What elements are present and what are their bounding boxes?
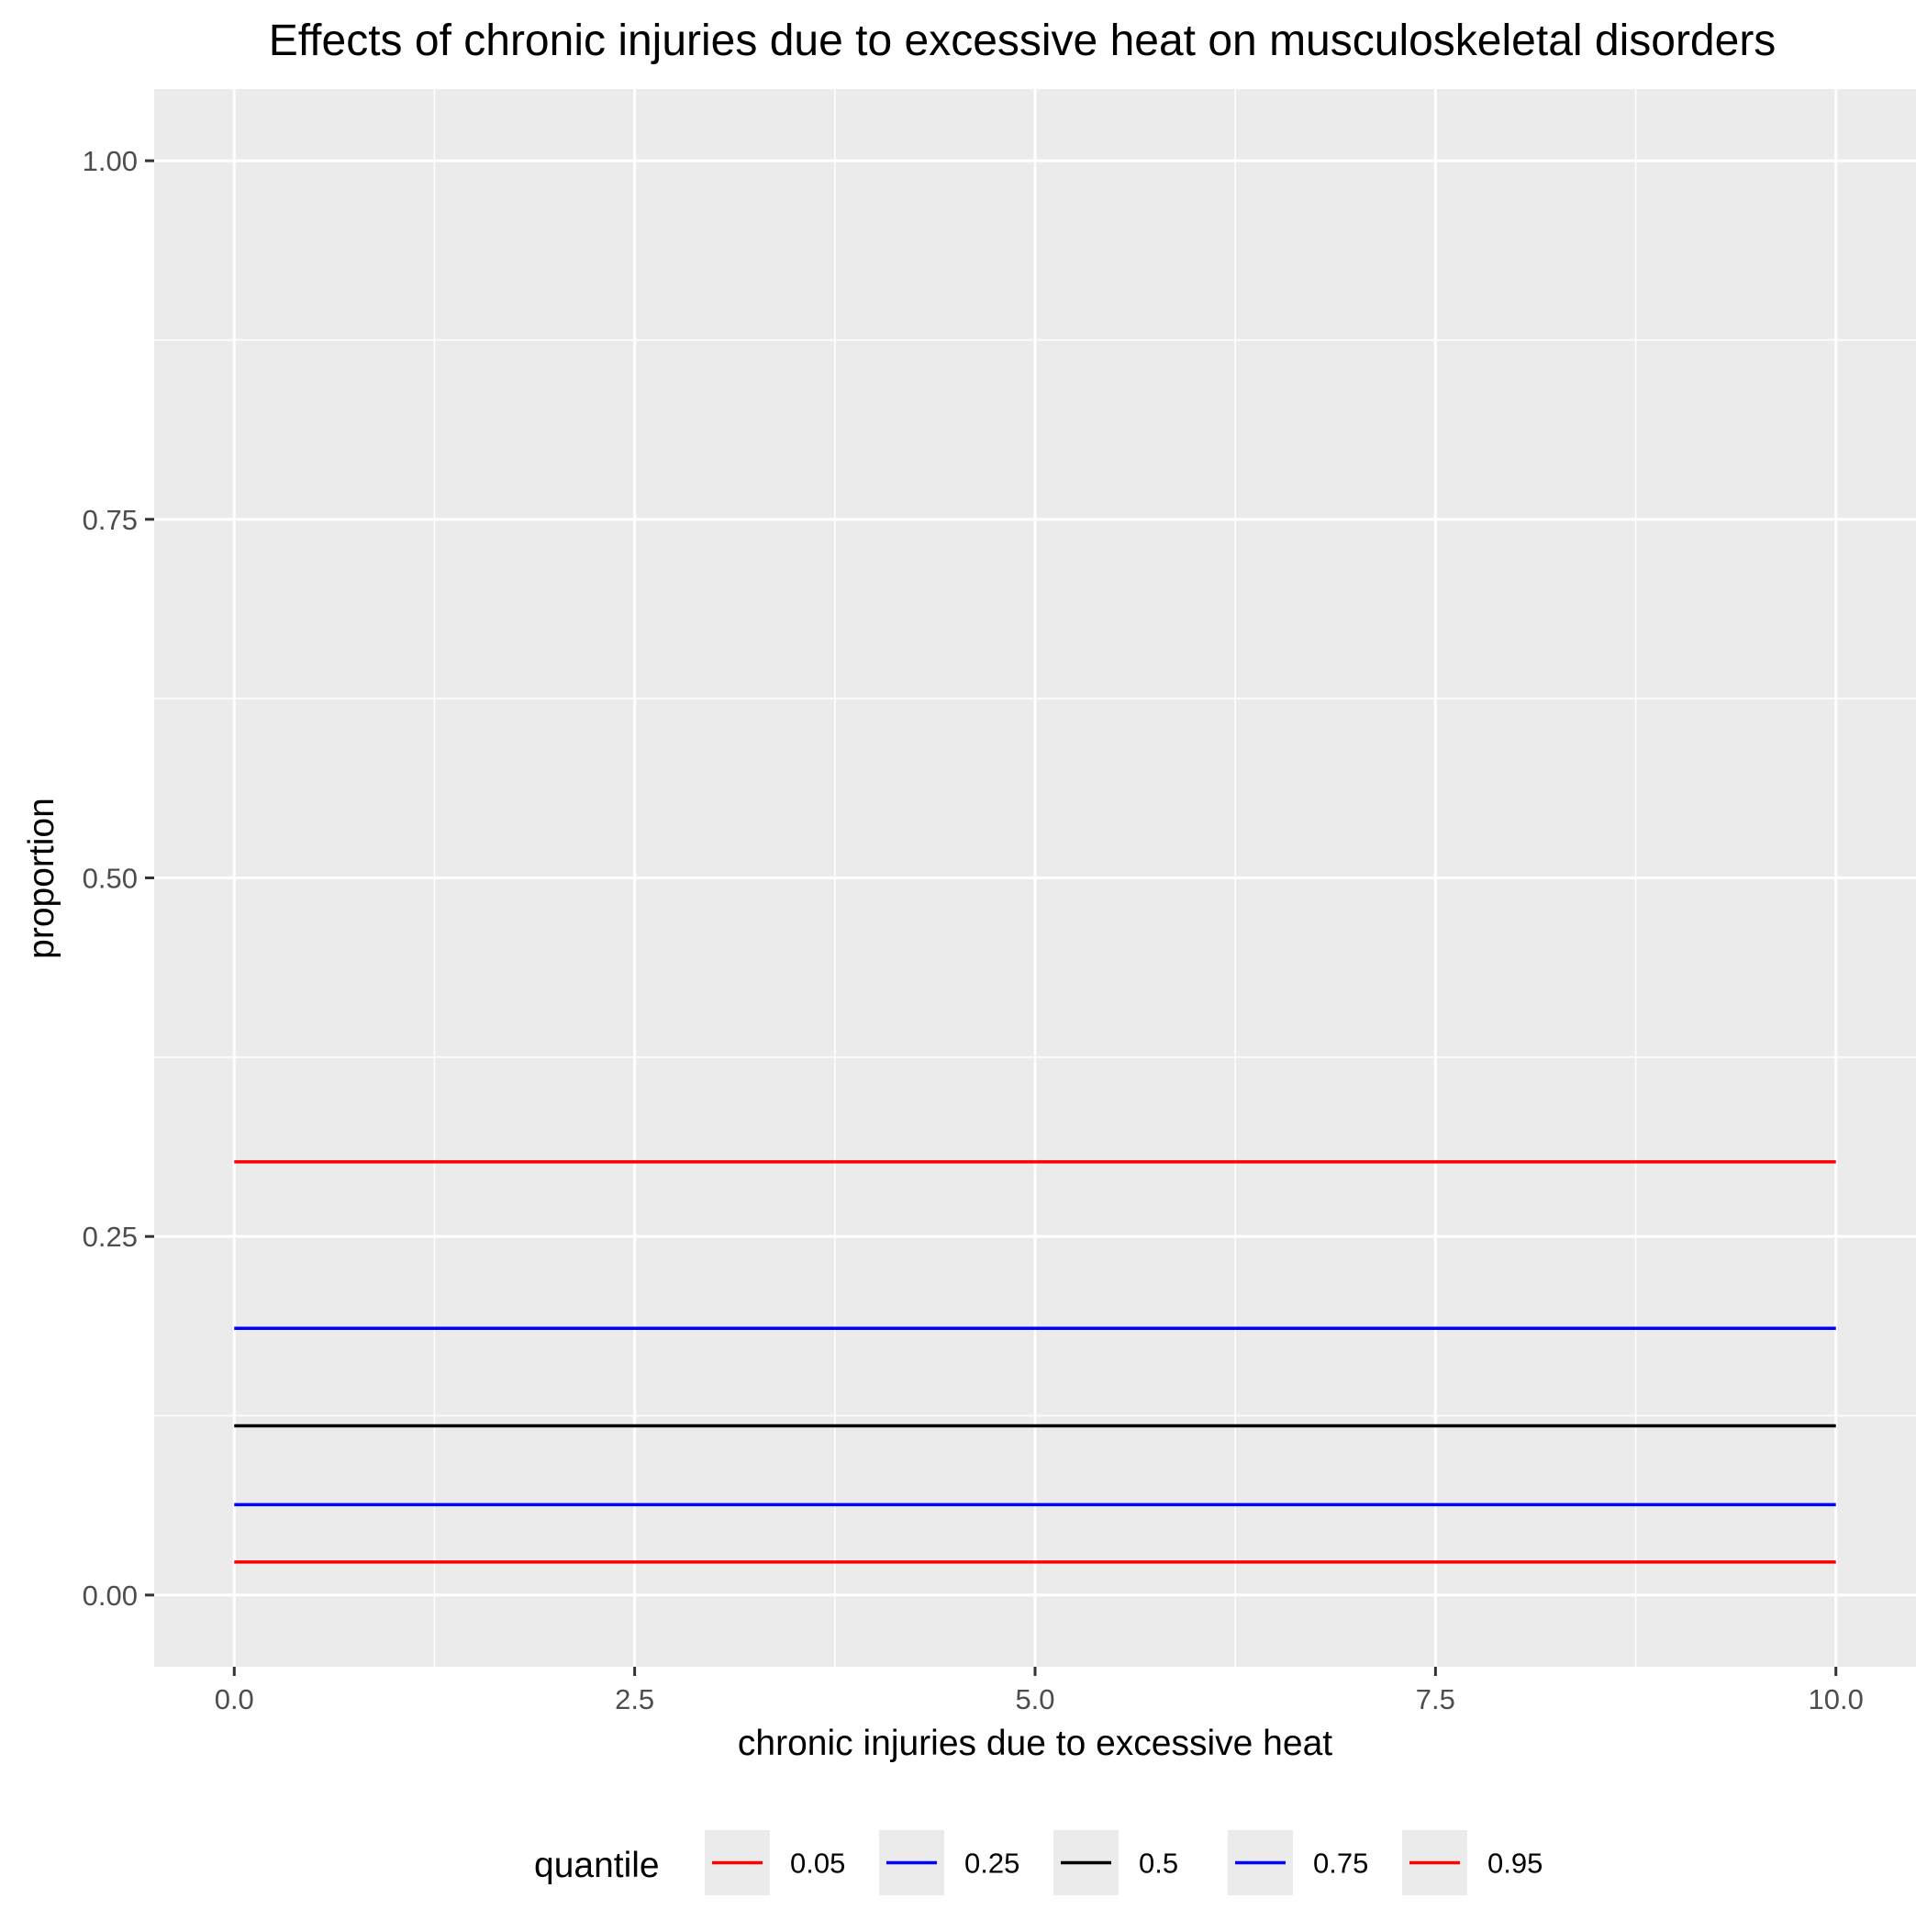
legend-label: 0.25 <box>964 1848 1019 1880</box>
y-tick-label: 0.75 <box>83 504 138 536</box>
y-tick-label: 0.50 <box>83 863 138 895</box>
legend-label: 0.05 <box>790 1848 845 1880</box>
y-axis-title: proportion <box>22 798 61 959</box>
x-tick-label: 5.0 <box>1015 1683 1054 1715</box>
x-tick-label: 0.0 <box>215 1683 254 1715</box>
grid-major <box>154 89 1916 1667</box>
y-axis: 0.00 0.25 0.50 0.75 1.00 <box>83 145 154 1612</box>
legend: quantile 0.05 0.25 0.5 0.75 0.95 <box>534 1830 1543 1895</box>
legend-label: 0.95 <box>1487 1848 1543 1880</box>
y-tick-label: 1.00 <box>83 145 138 177</box>
x-tick-label: 7.5 <box>1416 1683 1455 1715</box>
y-tick-label: 0.00 <box>83 1580 138 1612</box>
chart-title: Effects of chronic injuries due to exces… <box>269 17 1777 65</box>
x-tick-label: 2.5 <box>615 1683 654 1715</box>
legend-title: quantile <box>534 1846 660 1885</box>
x-axis: 0.0 2.5 5.0 7.5 10.0 <box>215 1667 1864 1715</box>
x-axis-title: chronic injuries due to excessive heat <box>738 1724 1332 1763</box>
x-tick-label: 10.0 <box>1809 1683 1864 1715</box>
legend-label: 0.5 <box>1139 1848 1178 1880</box>
legend-keys: 0.05 0.25 0.5 0.75 0.95 <box>705 1830 1543 1895</box>
series-lines <box>234 1160 1836 1564</box>
y-tick-label: 0.25 <box>83 1221 138 1253</box>
legend-label: 0.75 <box>1313 1848 1368 1880</box>
